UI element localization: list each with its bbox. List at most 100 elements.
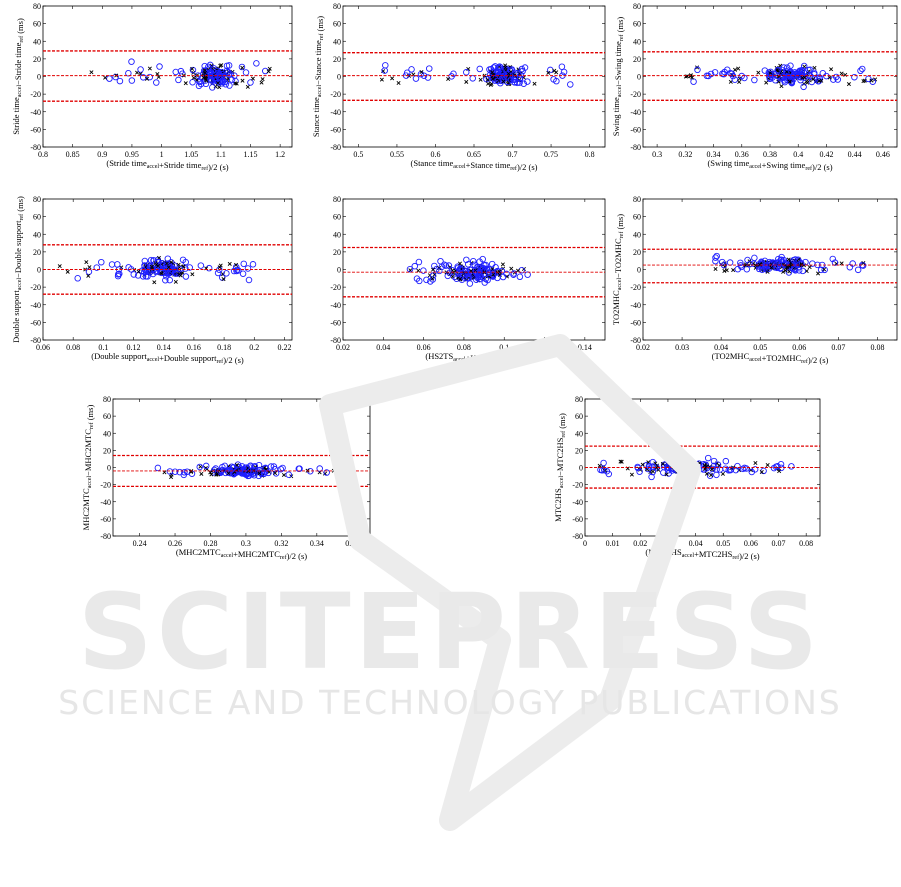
y-tick-label: -60 (30, 318, 41, 327)
point-ref (503, 65, 508, 70)
point-ref (785, 264, 790, 269)
point-accel (799, 267, 806, 275)
x-tick-label: 0.04 (714, 343, 728, 352)
y-axis-label: TO2MHCaccel−TO2MHCref (ms) (611, 214, 625, 325)
point-accel (233, 267, 240, 275)
point-accel (207, 75, 214, 83)
point-accel (142, 273, 150, 280)
point-accel (240, 260, 247, 268)
point-accel (175, 76, 182, 84)
point-accel (743, 266, 751, 273)
y-tick-label: -60 (572, 515, 583, 524)
y-tick-label: -60 (630, 125, 641, 134)
y-tick-label: -80 (30, 336, 41, 345)
point-accel (694, 66, 701, 74)
point-accel (285, 471, 293, 478)
point-ref (753, 460, 758, 466)
point-accel (567, 81, 574, 88)
point-accel (255, 461, 263, 469)
y-tick-label: 40 (103, 429, 111, 438)
point-accel (226, 82, 233, 89)
point-accel (750, 260, 757, 267)
y-tick-label: 20 (33, 55, 41, 64)
point-accel (469, 75, 476, 82)
x-tick-label: 0.32 (678, 150, 692, 159)
y-tick-label: 40 (633, 230, 641, 239)
point-accel (137, 66, 144, 73)
x-tick-label: 0.22 (277, 343, 291, 352)
point-accel (437, 257, 444, 265)
x-tick-label: 1 (160, 150, 164, 159)
point-ref (147, 66, 152, 71)
y-axis-label: MHC2MTCaccel−MHC2MTCref (ms) (81, 405, 95, 531)
point-accel (806, 66, 814, 73)
point-ref (396, 80, 401, 86)
y-tick-label: -20 (30, 283, 41, 292)
y-tick-label: -20 (30, 90, 41, 99)
point-accel (262, 464, 269, 472)
y-tick-label: -80 (30, 143, 41, 152)
point-accel (223, 270, 230, 277)
point-ref (234, 81, 239, 86)
point-ref (218, 63, 223, 68)
point-ref (629, 472, 634, 477)
x-axis-label: (Double supportaccel+Double supportref)/… (91, 351, 244, 365)
point-accel (247, 79, 254, 86)
point-accel (339, 470, 346, 478)
point-accel (558, 63, 566, 70)
point-accel (143, 268, 150, 276)
point-ref (862, 78, 867, 83)
point-ref (495, 76, 500, 81)
y-tick-label: 20 (33, 248, 41, 257)
point-accel (751, 254, 758, 262)
point-ref (807, 265, 812, 270)
point-accel (463, 268, 470, 275)
point-accel (811, 71, 818, 78)
point-accel (143, 264, 151, 271)
y-tick-label: 80 (33, 195, 41, 204)
point-ref (215, 81, 220, 86)
point-accel (520, 80, 527, 87)
point-accel (778, 66, 785, 74)
x-axis-label: (HS2TSaccel+HS2TSref)/2 (s) (425, 351, 522, 365)
point-accel (453, 275, 460, 283)
y-tick-label: -20 (630, 283, 641, 292)
point-ref (419, 69, 424, 75)
y-axis-label: Stride timeaccel−Stride timeref (ms) (11, 18, 25, 135)
point-accel (279, 464, 286, 472)
x-tick-label: 0.6 (430, 150, 440, 159)
point-ref (776, 79, 781, 84)
point-ref (473, 268, 478, 273)
point-accel (218, 72, 226, 80)
y-tick-label: 80 (33, 2, 41, 11)
point-ref (217, 265, 222, 270)
point-accel (712, 254, 719, 261)
y-axis-label: Swing timeaccel−Swing timeref (ms) (611, 17, 625, 137)
x-tick-label: 0.9 (97, 150, 107, 159)
point-ref (177, 272, 182, 277)
point-ref (764, 80, 769, 85)
point-accel (831, 259, 839, 266)
point-accel (201, 62, 208, 70)
point-ref (431, 267, 436, 272)
point-accel (450, 70, 457, 78)
x-tick-label: 1.1 (216, 150, 226, 159)
point-ref (478, 77, 483, 82)
point-accel (207, 68, 215, 75)
point-accel (731, 76, 739, 83)
y-tick-label: -60 (100, 515, 111, 524)
point-ref (57, 264, 62, 269)
point-ref (811, 77, 816, 82)
point-accel (205, 264, 213, 272)
point-accel (476, 65, 483, 73)
point-ref (756, 70, 761, 75)
point-accel (408, 66, 415, 73)
y-tick-label: 60 (333, 20, 341, 29)
x-tick-label: 0.3 (241, 539, 251, 548)
y-axis-label: MTC2HSaccel−MTC2HSref (ms) (553, 413, 567, 522)
point-accel (470, 257, 477, 265)
x-tick-label: 0.26 (168, 539, 182, 548)
point-accel (474, 269, 481, 277)
x-tick-label: 0.05 (753, 343, 767, 352)
